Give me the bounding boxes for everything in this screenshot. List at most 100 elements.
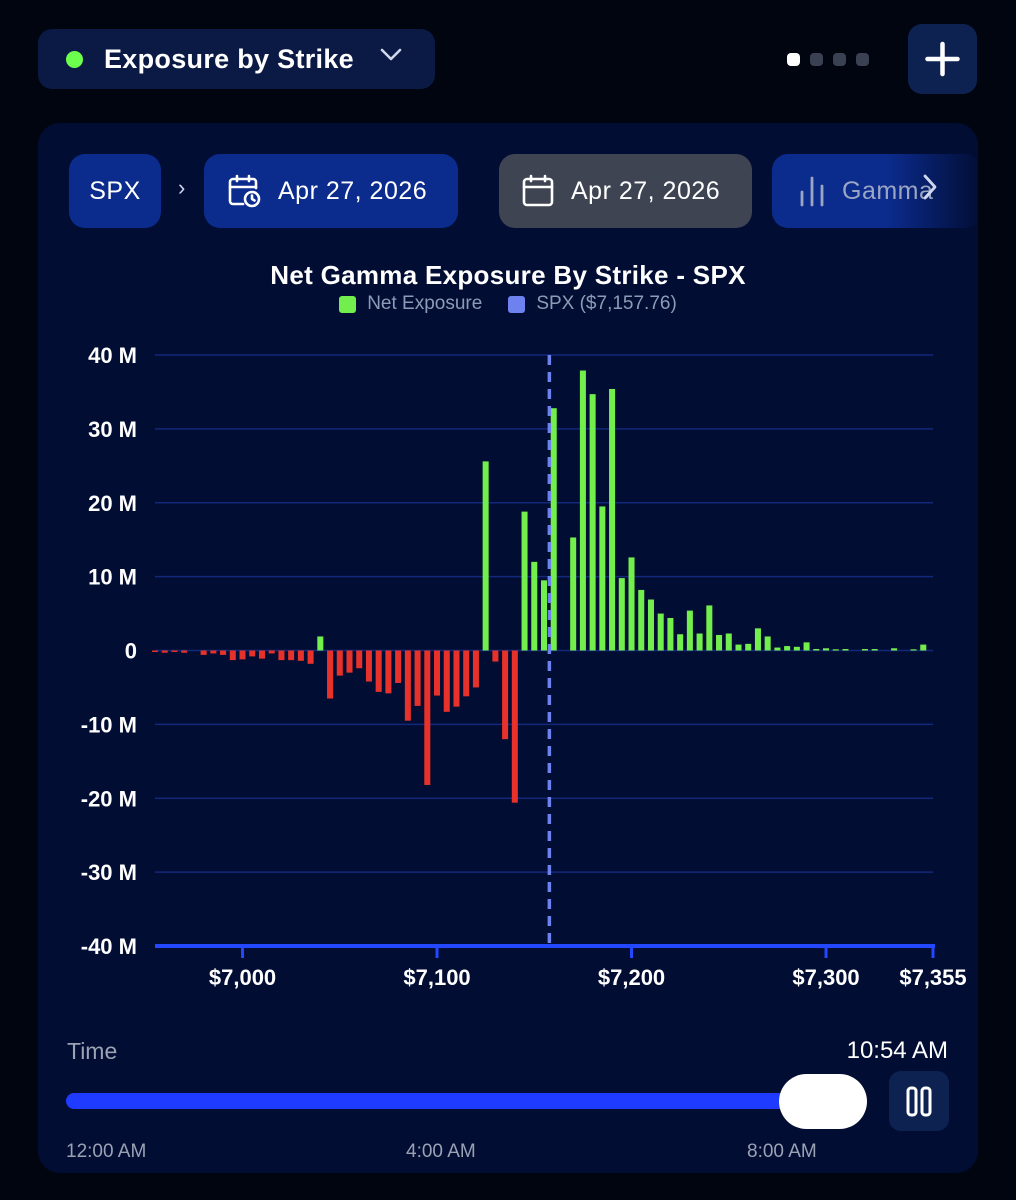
exposure-bar[interactable] bbox=[686, 610, 693, 651]
ticker-chip[interactable]: SPX bbox=[69, 154, 161, 228]
time-slider-track[interactable] bbox=[66, 1093, 826, 1109]
exposure-bar[interactable] bbox=[443, 650, 450, 712]
exposure-bar[interactable] bbox=[278, 650, 285, 661]
exposure-bar[interactable] bbox=[249, 650, 256, 657]
exposure-bar[interactable] bbox=[832, 649, 839, 651]
exposure-bar[interactable] bbox=[891, 648, 898, 651]
exposure-bar[interactable] bbox=[434, 650, 441, 696]
exposure-bar[interactable] bbox=[793, 646, 800, 651]
page-dot-3[interactable] bbox=[833, 53, 846, 66]
exposure-bar[interactable] bbox=[910, 649, 917, 651]
exposure-bar[interactable] bbox=[385, 650, 392, 694]
y-tick-label: 40 M bbox=[88, 343, 137, 368]
exposure-bar[interactable] bbox=[638, 589, 645, 651]
exposure-bar[interactable] bbox=[677, 634, 684, 651]
exposure-bar[interactable] bbox=[181, 650, 188, 653]
exposure-bar[interactable] bbox=[754, 628, 761, 651]
exposure-bar[interactable] bbox=[327, 650, 334, 699]
exposure-bar[interactable] bbox=[395, 650, 402, 684]
page-indicator bbox=[787, 53, 869, 66]
exposure-bar[interactable] bbox=[463, 650, 470, 697]
exposure-bar[interactable] bbox=[210, 650, 217, 654]
exposure-bar[interactable] bbox=[745, 643, 752, 651]
legend-label-net-exposure: Net Exposure bbox=[367, 293, 483, 314]
exposure-bar[interactable] bbox=[823, 648, 830, 651]
exposure-bar[interactable] bbox=[706, 605, 713, 651]
as-of-date-chip[interactable]: Apr 27, 2026 bbox=[499, 154, 752, 228]
x-tick-label: $7,355 bbox=[899, 965, 966, 990]
exposure-bar[interactable] bbox=[774, 647, 781, 651]
exposure-bar[interactable] bbox=[365, 650, 372, 682]
exposure-bar[interactable] bbox=[570, 537, 577, 651]
exposure-bar[interactable] bbox=[511, 650, 518, 803]
exposure-bar[interactable] bbox=[346, 650, 353, 673]
metric-label: Gamma bbox=[842, 176, 934, 205]
exposure-bar[interactable] bbox=[920, 644, 927, 651]
exposure-bar[interactable] bbox=[502, 650, 509, 740]
exposure-bar[interactable] bbox=[220, 650, 227, 655]
exposure-bar[interactable] bbox=[375, 650, 382, 692]
chevron-right-icon[interactable] bbox=[921, 172, 939, 202]
exposure-bar[interactable] bbox=[871, 649, 878, 651]
add-button[interactable] bbox=[908, 24, 977, 94]
exposure-bar[interactable] bbox=[540, 580, 548, 651]
exposure-bar[interactable] bbox=[453, 650, 460, 707]
exposure-bar[interactable] bbox=[647, 599, 654, 651]
exposure-bar[interactable] bbox=[336, 650, 343, 676]
exposure-bar[interactable] bbox=[667, 617, 674, 651]
time-tick-0: 12:00 AM bbox=[66, 1141, 147, 1162]
exposure-bar[interactable] bbox=[239, 650, 246, 660]
page-dot-1[interactable] bbox=[787, 53, 800, 66]
page-dot-2[interactable] bbox=[810, 53, 823, 66]
exposure-bar[interactable] bbox=[151, 650, 159, 652]
exposure-bar[interactable] bbox=[297, 650, 304, 661]
exposure-bar[interactable] bbox=[404, 650, 411, 721]
exposure-bar[interactable] bbox=[317, 636, 324, 651]
exposure-bar[interactable] bbox=[229, 650, 236, 661]
exposure-bar[interactable] bbox=[609, 388, 616, 651]
time-slider-handle[interactable] bbox=[779, 1074, 868, 1129]
metric-chip[interactable]: Gamma bbox=[772, 154, 978, 228]
exposure-bar[interactable] bbox=[492, 650, 499, 662]
exposure-bar[interactable] bbox=[258, 650, 265, 659]
exposure-bar[interactable] bbox=[735, 644, 742, 651]
exposure-bar[interactable] bbox=[531, 561, 538, 651]
exposure-bar[interactable] bbox=[784, 646, 791, 651]
view-selector[interactable] bbox=[38, 29, 435, 89]
legend-item-net-exposure[interactable]: Net Exposure bbox=[339, 293, 482, 315]
exposure-bar[interactable] bbox=[482, 461, 489, 651]
exposure-bar[interactable] bbox=[171, 650, 178, 652]
time-label: Time bbox=[67, 1038, 118, 1064]
exposure-bar[interactable] bbox=[599, 506, 606, 651]
exposure-bar[interactable] bbox=[161, 650, 168, 653]
x-axis: $7,000 $7,100 $7,200 $7,300 $7,355 bbox=[155, 944, 967, 990]
exposure-bar[interactable] bbox=[861, 649, 868, 651]
exposure-bar[interactable] bbox=[521, 511, 528, 651]
exposure-bar[interactable] bbox=[725, 633, 732, 651]
exposure-bar[interactable] bbox=[618, 578, 625, 651]
exposure-bar[interactable] bbox=[628, 557, 635, 651]
gamma-exposure-chart: 40 M 30 M 20 M 10 M 0 -10 M -20 M -30 M -40 M $7… bbox=[81, 343, 967, 990]
exposure-bar[interactable] bbox=[550, 408, 557, 651]
exposure-bar[interactable] bbox=[356, 650, 363, 669]
page-dot-4[interactable] bbox=[856, 53, 869, 66]
exposure-bar[interactable] bbox=[472, 650, 479, 688]
exposure-bar[interactable] bbox=[813, 649, 820, 651]
expiration-date-chip[interactable]: Apr 27, 2026 bbox=[204, 154, 458, 228]
exposure-bar[interactable] bbox=[200, 650, 207, 655]
legend-item-spx[interactable]: SPX ($7,157.76) bbox=[508, 293, 677, 315]
exposure-bar[interactable] bbox=[307, 650, 314, 664]
exposure-bar[interactable] bbox=[424, 650, 431, 785]
exposure-bar[interactable] bbox=[414, 650, 421, 706]
exposure-bar[interactable] bbox=[716, 634, 723, 651]
pause-button[interactable] bbox=[889, 1071, 949, 1131]
exposure-bar[interactable] bbox=[268, 650, 275, 654]
exposure-bar[interactable] bbox=[764, 636, 771, 651]
exposure-bar[interactable] bbox=[657, 613, 664, 651]
exposure-bar[interactable] bbox=[579, 370, 586, 651]
exposure-bar[interactable] bbox=[842, 649, 849, 651]
exposure-bar[interactable] bbox=[803, 642, 810, 651]
exposure-bar[interactable] bbox=[288, 650, 295, 661]
exposure-bar[interactable] bbox=[589, 394, 596, 651]
exposure-bar[interactable] bbox=[696, 633, 703, 651]
